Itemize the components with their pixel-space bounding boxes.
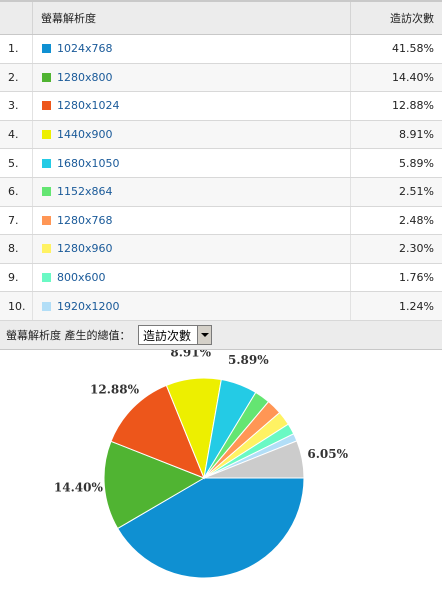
metric-select[interactable]: 造訪次數 [138, 325, 212, 345]
visits-percent: 2.48% [350, 206, 442, 236]
chevron-down-icon[interactable] [197, 326, 211, 344]
metric-selector-label: 螢幕解析度 產生的總值： [6, 329, 131, 342]
visits-percent: 1.76% [350, 263, 442, 293]
row-index: 6. [0, 177, 33, 207]
visits-column-header[interactable]: 造訪次數 [350, 2, 442, 35]
visits-percent: 1.24% [350, 291, 442, 321]
table-row: 3. 1280x1024 12.88% [0, 91, 442, 121]
row-index: 3. [0, 91, 33, 121]
resolution-link[interactable]: 1280x1024 [57, 99, 120, 113]
visits-percent: 2.30% [350, 234, 442, 264]
pie-slice[interactable] [203, 440, 305, 479]
table-row: 10. 1920x1200 1.24% [0, 291, 442, 321]
pie-data-label: 14.40% [54, 481, 104, 495]
color-swatch [42, 72, 51, 82]
resolution-cell: 1280x960 [32, 234, 351, 264]
top-border [0, 0, 442, 2]
resolution-link[interactable]: 1280x960 [57, 242, 113, 256]
table-header-row: 螢幕解析度 造訪次數 [0, 2, 442, 35]
visits-percent: 41.58% [350, 34, 442, 64]
pie-data-label: 6.05% [307, 447, 348, 461]
resolution-table: 螢幕解析度 造訪次數 1. 1024x768 41.58% 2. 1280x800 14.… [0, 2, 442, 321]
color-swatch [42, 244, 51, 254]
table-row: 8. 1280x960 2.30% [0, 234, 442, 264]
color-swatch [42, 44, 51, 54]
resolution-cell: 1280x768 [32, 206, 351, 236]
color-swatch [42, 215, 51, 225]
pie-slice[interactable] [110, 384, 205, 479]
pie-slice[interactable] [103, 440, 206, 530]
visits-percent: 5.89% [350, 148, 442, 178]
resolution-pie-chart: 41.58%14.40%12.88%8.91%5.89%6.05% [54, 350, 349, 593]
table-row: 1. 1024x768 41.58% [0, 34, 442, 64]
table-row: 4. 1440x900 8.91% [0, 120, 442, 150]
resolution-cell: 800x600 [32, 263, 351, 293]
row-index: 10. [0, 291, 33, 321]
row-index: 4. [0, 120, 33, 150]
row-index: 7. [0, 206, 33, 236]
row-index: 5. [0, 148, 33, 178]
color-swatch [42, 273, 51, 283]
row-index: 1. [0, 34, 33, 64]
resolution-cell: 1920x1200 [32, 291, 351, 321]
pie-slice[interactable] [116, 477, 305, 579]
resolution-cell: 1440x900 [32, 120, 351, 150]
resolution-link[interactable]: 1024x768 [57, 42, 113, 56]
resolution-link[interactable]: 800x600 [57, 271, 106, 285]
color-swatch [42, 158, 51, 168]
resolution-cell: 1024x768 [32, 34, 351, 64]
table-row: 6. 1152x864 2.51% [0, 177, 442, 207]
table-row: 2. 1280x800 14.40% [0, 63, 442, 93]
row-index: 9. [0, 263, 33, 293]
table-row: 7. 1280x768 2.48% [0, 206, 442, 236]
color-swatch [42, 187, 51, 197]
table-row: 9. 800x600 1.76% [0, 263, 442, 293]
pie-data-label: 12.88% [90, 382, 140, 396]
metric-selector-bar: 螢幕解析度 產生的總值： 造訪次數 [0, 321, 442, 350]
resolution-link[interactable]: 1440x900 [57, 128, 113, 142]
visits-percent: 14.40% [350, 63, 442, 93]
resolution-link[interactable]: 1280x768 [57, 213, 113, 227]
resolution-cell: 1680x1050 [32, 148, 351, 178]
visits-percent: 8.91% [350, 120, 442, 150]
resolution-link[interactable]: 1680x1050 [57, 156, 120, 170]
color-swatch [42, 301, 51, 311]
resolution-cell: 1280x1024 [32, 91, 351, 121]
color-swatch [42, 101, 51, 111]
row-index: 8. [0, 234, 33, 264]
pie-data-label: 8.91% [170, 350, 211, 360]
pie-data-label: 5.89% [228, 353, 269, 367]
metric-select-value: 造訪次數 [143, 329, 192, 343]
row-index: 2. [0, 63, 33, 93]
resolution-cell: 1280x800 [32, 63, 351, 93]
resolution-column-header[interactable]: 螢幕解析度 [32, 2, 351, 35]
visits-percent: 2.51% [350, 177, 442, 207]
resolution-link[interactable]: 1920x1200 [57, 299, 120, 313]
resolution-link[interactable]: 1280x800 [57, 70, 113, 84]
resolution-link[interactable]: 1152x864 [57, 185, 113, 199]
visits-percent: 12.88% [350, 91, 442, 121]
resolution-cell: 1152x864 [32, 177, 351, 207]
index-column-header [0, 2, 33, 35]
color-swatch [42, 130, 51, 140]
table-row: 5. 1680x1050 5.89% [0, 148, 442, 178]
